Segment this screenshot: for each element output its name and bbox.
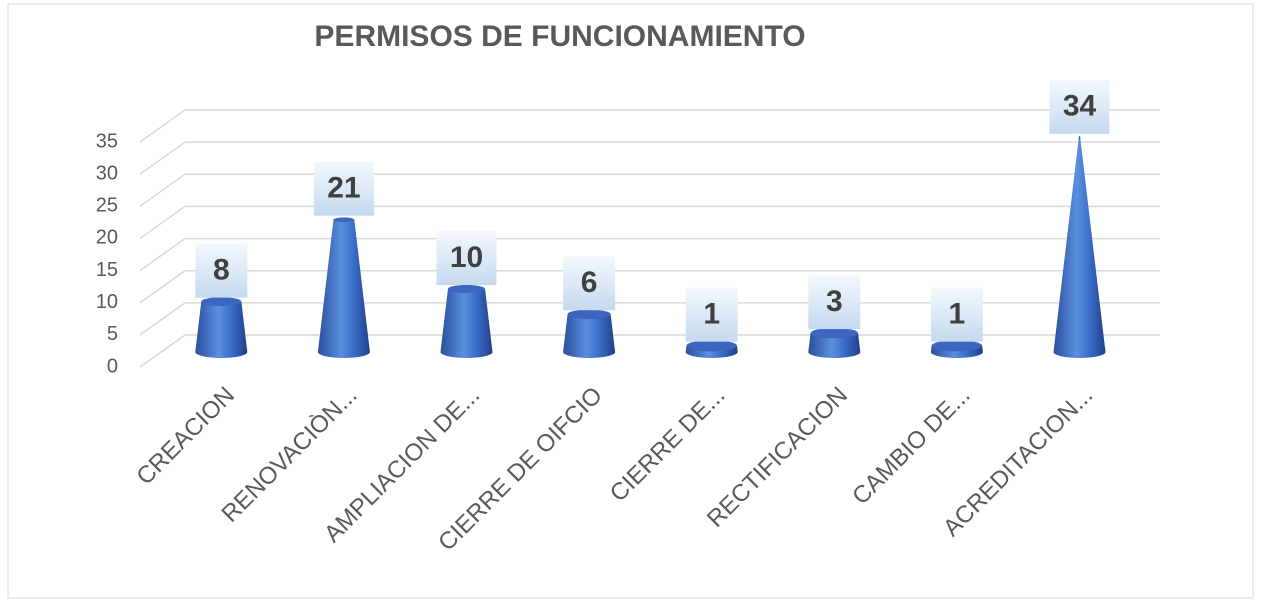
cone (195, 297, 248, 358)
cone-body (1053, 137, 1106, 358)
cone (563, 309, 616, 358)
y-tick-label: 15 (96, 259, 118, 281)
data-label: 1 (703, 298, 720, 331)
y-tick-label: 35 (96, 130, 118, 152)
cone-top (567, 309, 611, 319)
cone (930, 340, 983, 358)
cone (317, 217, 370, 358)
cone-top (686, 340, 737, 352)
data-label-box (195, 243, 248, 298)
data-label: 3 (826, 285, 843, 318)
cone-top (1078, 135, 1081, 140)
grid-line (139, 141, 1160, 175)
y-tick-label: 30 (96, 162, 118, 184)
data-label: 8 (213, 254, 230, 287)
cone (440, 284, 493, 358)
y-tick-label: 5 (107, 323, 118, 345)
cone (1053, 135, 1106, 358)
cone-body (808, 333, 861, 358)
data-label: 6 (581, 266, 598, 299)
data-label-box (685, 287, 738, 342)
data-label-box (313, 161, 374, 216)
data-label: 1 (949, 298, 966, 331)
cone-body (195, 301, 248, 358)
cone-top (810, 327, 859, 339)
data-label: 21 (327, 172, 360, 205)
cone (685, 340, 738, 358)
data-label: 34 (1063, 90, 1097, 123)
grid-line (139, 173, 1160, 207)
cone-top (447, 284, 486, 294)
data-label: 10 (450, 241, 483, 274)
data-label-box (563, 256, 616, 311)
cone-body (317, 219, 370, 358)
y-tick-label: 20 (96, 227, 118, 249)
chart-title: PERMISOS DE FUNCIONAMIENTO (314, 20, 805, 53)
cone (808, 327, 861, 358)
data-label-box (436, 231, 497, 285)
cone-top (201, 297, 242, 307)
y-tick-label: 0 (107, 355, 118, 377)
grid-line (139, 269, 1160, 304)
data-label-box (930, 287, 983, 342)
grid-line (139, 205, 1160, 240)
y-tick-label: 10 (96, 291, 118, 313)
cone-body (563, 314, 616, 358)
grid-line (139, 109, 1160, 143)
y-tick-label: 25 (96, 195, 118, 217)
cone-top (931, 340, 983, 352)
data-label-box (808, 275, 861, 330)
cone-body (440, 289, 493, 358)
grid-line (139, 237, 1160, 272)
cone-top (333, 217, 355, 222)
data-label-box (1049, 79, 1110, 134)
